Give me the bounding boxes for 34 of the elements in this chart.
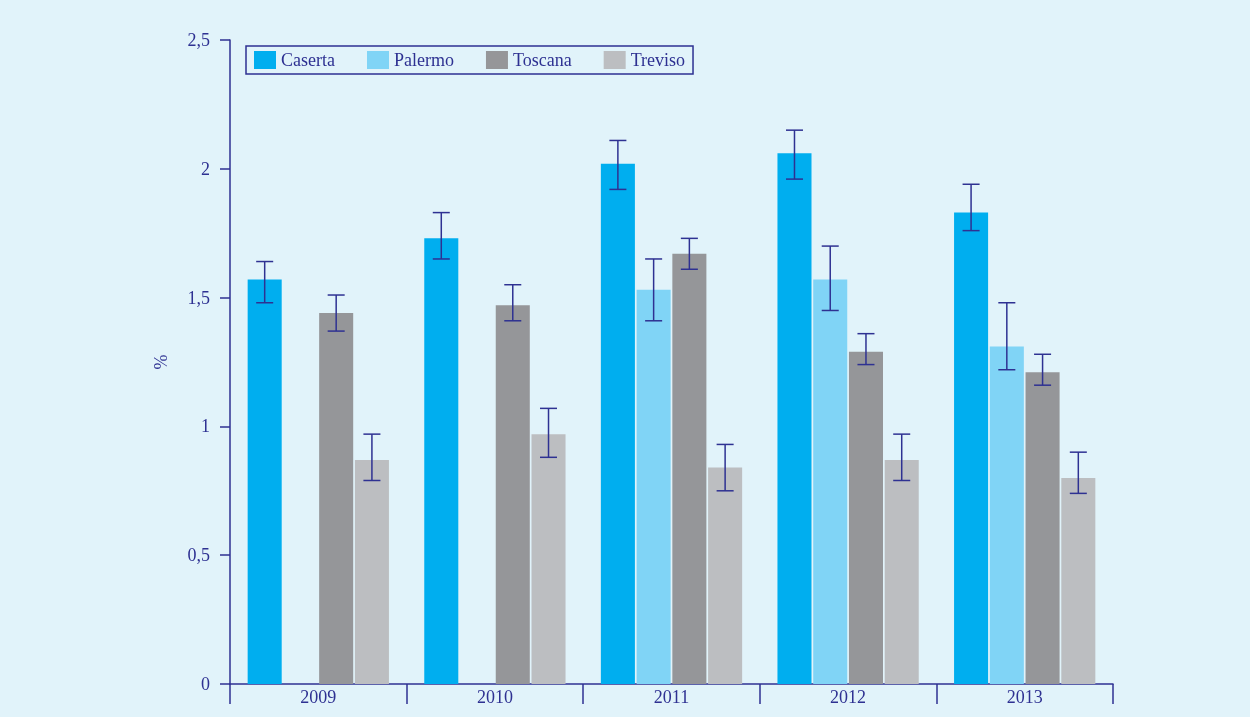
bar [989, 346, 1024, 684]
bar [319, 313, 354, 684]
bar [247, 279, 282, 684]
bar [354, 459, 389, 684]
bar [636, 289, 671, 684]
y-tick-label: 2 [201, 158, 210, 179]
bar [777, 153, 812, 684]
x-tick-label: 2013 [1006, 687, 1043, 707]
bar [600, 163, 635, 684]
y-tick-label: 0,5 [187, 545, 210, 566]
legend-label: Toscana [512, 50, 572, 70]
bar [954, 212, 989, 684]
x-tick-label: 2011 [653, 687, 690, 707]
y-axis-title: % [151, 354, 171, 370]
legend-label: Treviso [630, 50, 686, 70]
bar [813, 279, 848, 684]
legend-label: Caserta [281, 50, 335, 70]
y-tick-label: 0 [201, 674, 210, 694]
legend-label: Palermo [393, 50, 454, 70]
bar [708, 467, 743, 684]
y-tick-label: 1 [201, 416, 210, 437]
bar [884, 459, 919, 684]
bar [1061, 477, 1096, 684]
y-tick-label: 1,5 [187, 287, 210, 308]
bar [848, 351, 883, 684]
bar [495, 305, 530, 684]
x-tick-label: 2009 [300, 687, 337, 707]
bar [424, 238, 459, 684]
bar [1025, 372, 1060, 684]
y-tick-label: 2,5 [187, 30, 210, 50]
bar [672, 253, 707, 684]
x-tick-label: 2012 [830, 687, 867, 707]
x-tick-label: 2010 [476, 687, 513, 707]
bar [531, 434, 566, 684]
